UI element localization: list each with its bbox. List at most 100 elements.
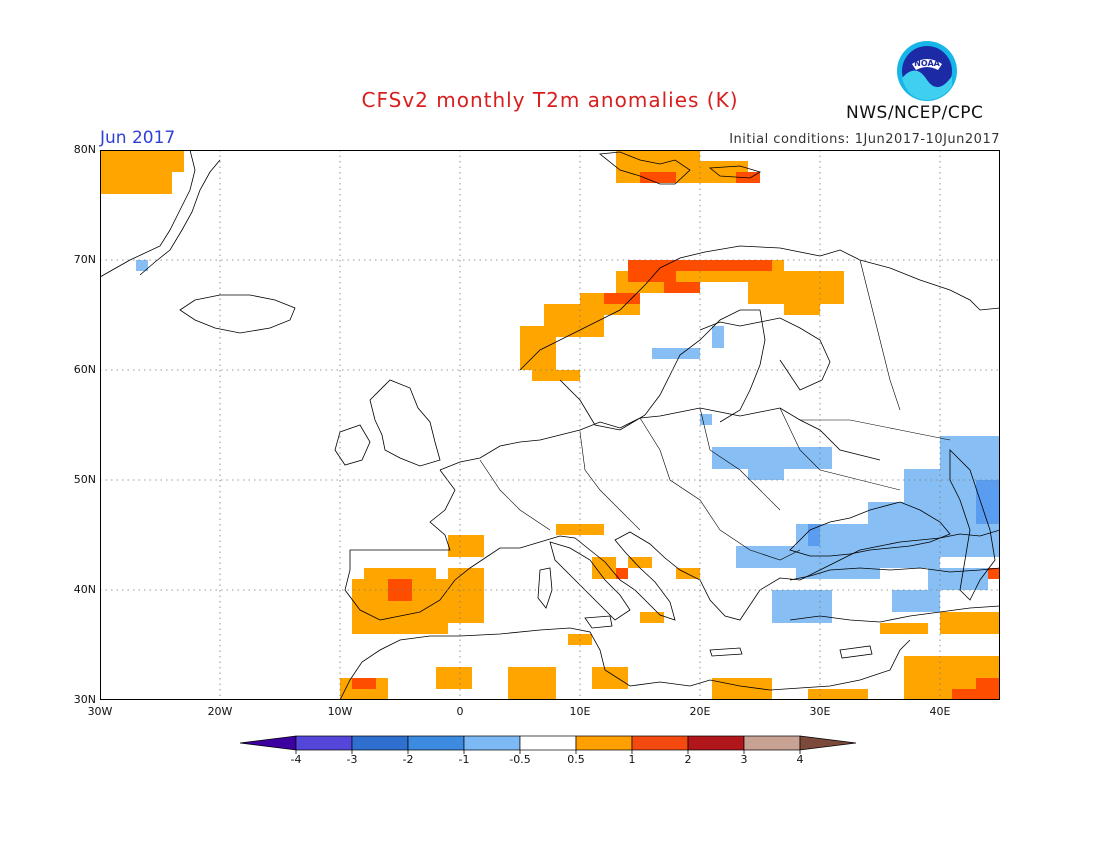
anomaly-cell bbox=[940, 612, 1000, 634]
colorbar-label: -4 bbox=[290, 753, 302, 766]
colorbar-label: 4 bbox=[796, 753, 804, 766]
initial-conditions-label: Initial conditions: 1Jun2017-10Jun2017 bbox=[729, 132, 1000, 147]
lon-tick-label: 20W bbox=[207, 705, 233, 718]
anomaly-region-balkans bbox=[556, 524, 700, 645]
graticule bbox=[100, 150, 1000, 700]
anomaly-cell bbox=[748, 469, 784, 480]
anomaly-cell bbox=[952, 689, 976, 700]
anomaly-cell bbox=[820, 271, 844, 293]
map-frame bbox=[100, 150, 1000, 700]
anomaly-cell bbox=[988, 568, 1000, 579]
anomaly-map bbox=[100, 150, 1000, 700]
anomaly-cell bbox=[712, 326, 724, 348]
lon-tick-label: 10E bbox=[569, 705, 591, 718]
anomaly-cell bbox=[160, 150, 184, 172]
colorbar-label: 1 bbox=[628, 753, 636, 766]
agency-label: NWS/NCEP/CPC bbox=[846, 103, 984, 123]
map-title: CFSv2 monthly T2m anomalies (K) bbox=[361, 88, 739, 112]
anomaly-cell bbox=[616, 568, 628, 579]
lon-tick-label: 30W bbox=[87, 705, 113, 718]
colorbar-label: -1 bbox=[458, 753, 470, 766]
anomaly-region-east-europe-cool bbox=[712, 447, 832, 480]
anomaly-cell bbox=[808, 689, 868, 700]
anomaly-cell bbox=[640, 172, 676, 183]
anomaly-cell bbox=[976, 678, 1000, 700]
colorbar-segment bbox=[351, 735, 409, 751]
colorbar-label: -3 bbox=[346, 753, 358, 766]
lat-tick-label: 50N bbox=[73, 473, 96, 486]
anomaly-cell bbox=[664, 282, 700, 293]
lon-tick-label: 20E bbox=[689, 705, 711, 718]
anomaly-region-greenland bbox=[100, 150, 184, 194]
anomaly-cell bbox=[784, 293, 820, 315]
colorbar-label: -2 bbox=[402, 753, 414, 766]
anomaly-cell bbox=[592, 557, 616, 579]
anomaly-cell bbox=[436, 667, 472, 689]
colorbar-label: 2 bbox=[684, 753, 692, 766]
coastlines bbox=[100, 150, 1000, 700]
colorbar-label: -0.5 bbox=[509, 753, 531, 766]
anomaly-cell bbox=[508, 667, 556, 700]
lon-tick-label: 10W bbox=[327, 705, 353, 718]
anomaly-region-black-sea-cool2 bbox=[808, 480, 1000, 546]
colorbar-segment bbox=[463, 735, 521, 751]
anomaly-region-scandinavia-cool bbox=[652, 326, 724, 425]
lon-tick-label: 0 bbox=[456, 705, 464, 718]
colorbar bbox=[240, 735, 857, 754]
anomaly-cell bbox=[736, 546, 808, 568]
anomaly-cell bbox=[676, 260, 736, 271]
anomaly-region-iberia bbox=[352, 568, 484, 634]
colorbar-segment bbox=[519, 735, 577, 751]
anomaly-cell bbox=[388, 579, 412, 601]
noaa-logo: NOAA bbox=[897, 41, 957, 101]
anomaly-cell bbox=[460, 535, 484, 546]
anomaly-cell bbox=[928, 568, 988, 590]
anomaly-cell bbox=[532, 370, 580, 381]
anomaly-cell bbox=[652, 348, 700, 359]
anomaly-cell bbox=[448, 568, 484, 590]
anomaly-cell bbox=[628, 557, 652, 568]
anomaly-cell bbox=[364, 568, 436, 579]
anomaly-region-iberia-hot bbox=[388, 579, 412, 601]
anomaly-cell bbox=[880, 623, 928, 634]
lat-tick-label: 80N bbox=[73, 143, 96, 156]
colorbar-segment bbox=[575, 735, 633, 751]
anomaly-cell bbox=[712, 447, 832, 469]
colorbar-segment bbox=[295, 735, 353, 751]
anomaly-cells bbox=[100, 150, 1000, 700]
lon-tick-label: 40E bbox=[929, 705, 951, 718]
anomaly-region-balkans-hot bbox=[616, 568, 1000, 579]
anomaly-cell bbox=[892, 590, 940, 612]
lat-tick-label: 40N bbox=[73, 583, 96, 596]
anomaly-cell bbox=[700, 414, 712, 425]
lat-tick-label: 30N bbox=[73, 693, 96, 706]
lon-tick-label: 30E bbox=[809, 705, 831, 718]
colorbar-label: 0.5 bbox=[567, 753, 585, 766]
anomaly-cell bbox=[724, 260, 772, 271]
colorbar-arrow-high bbox=[799, 735, 857, 751]
colorbar-label: 3 bbox=[740, 753, 748, 766]
anomaly-cell bbox=[352, 678, 376, 689]
lat-tick-label: 70N bbox=[73, 253, 96, 266]
colorbar-segment bbox=[631, 735, 689, 751]
month-label: Jun 2017 bbox=[100, 128, 176, 148]
anomaly-cell bbox=[772, 590, 832, 623]
anomaly-cell bbox=[676, 568, 700, 579]
colorbar-segment bbox=[687, 735, 745, 751]
colorbar-arrow-low bbox=[240, 735, 297, 751]
anomaly-region-france-sw bbox=[448, 535, 484, 557]
lat-tick-label: 60N bbox=[73, 363, 96, 376]
anomaly-cell bbox=[592, 667, 628, 689]
anomaly-cell bbox=[904, 469, 952, 535]
colorbar-segment bbox=[407, 735, 465, 751]
anomaly-region-n-africa-hot bbox=[352, 678, 1000, 700]
anomaly-region-greenland-cool bbox=[136, 260, 148, 271]
anomaly-cell bbox=[604, 293, 640, 304]
anomaly-cell bbox=[400, 623, 424, 634]
anomaly-cell bbox=[640, 612, 664, 623]
anomaly-cell bbox=[136, 260, 148, 271]
noaa-logo-text: NOAA bbox=[914, 59, 940, 68]
anomaly-region-norway-hot bbox=[604, 260, 772, 304]
anomaly-region-norway-coast bbox=[520, 260, 844, 381]
anomaly-cell bbox=[628, 260, 676, 282]
